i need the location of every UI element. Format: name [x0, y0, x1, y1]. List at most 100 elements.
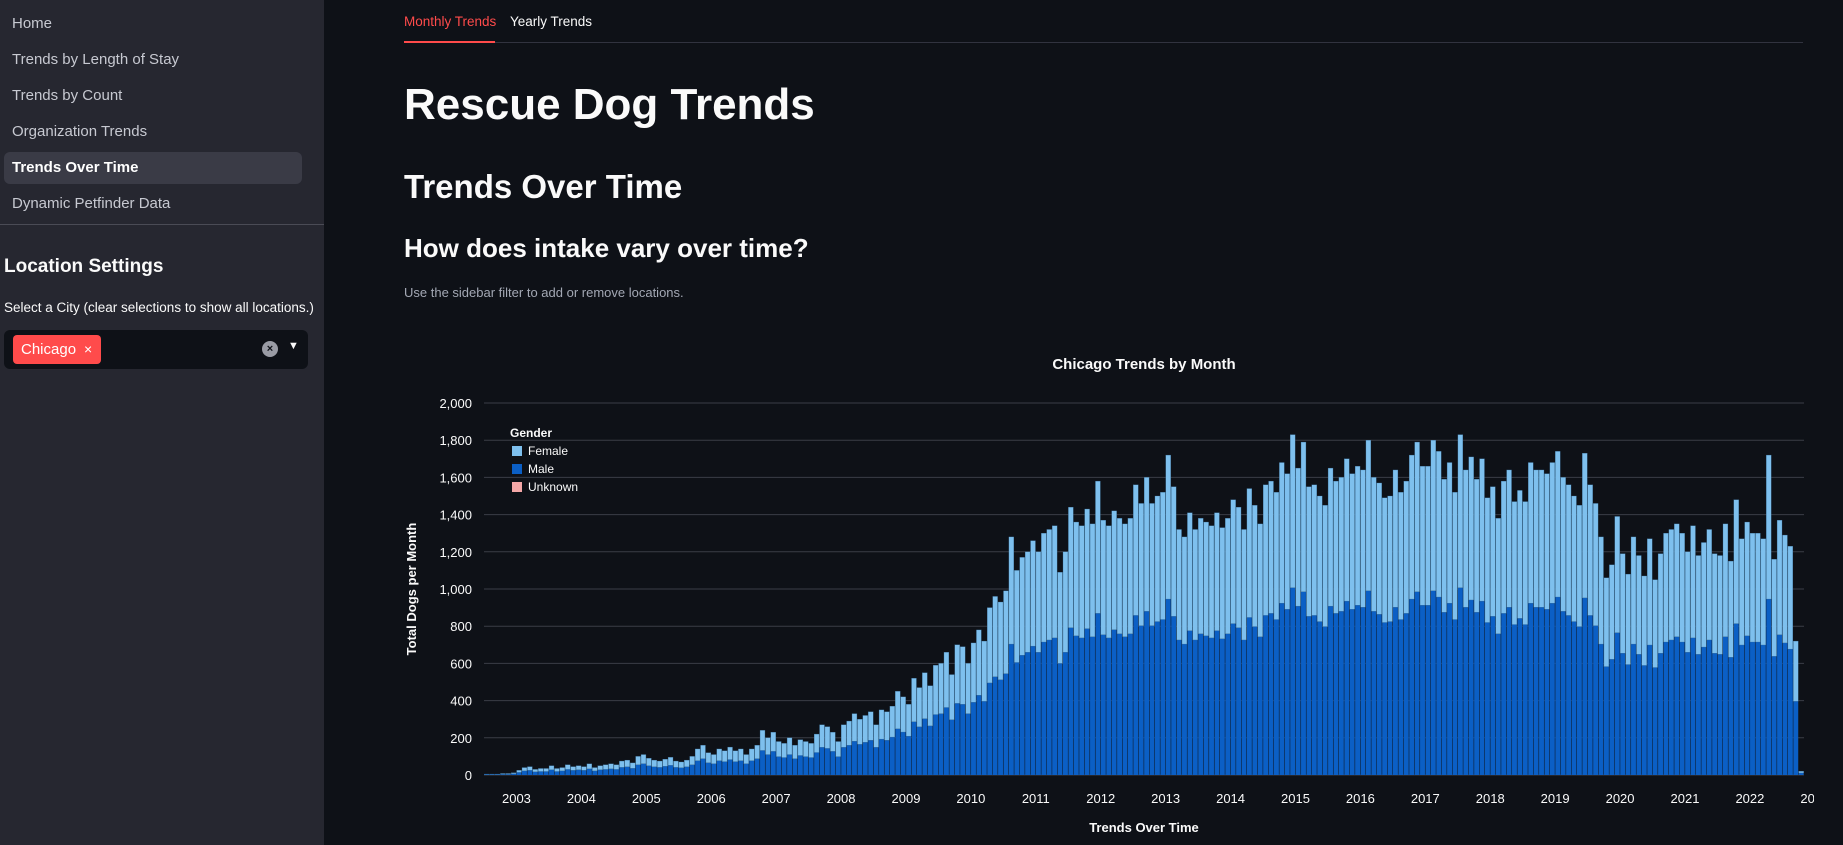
bar-segment-male [516, 772, 522, 775]
bar-segment-female [1593, 503, 1599, 626]
y-tick-label: 2,000 [439, 396, 472, 411]
bar-segment-female [1587, 484, 1593, 616]
bar-segment-male [716, 760, 722, 775]
bar-segment-male [1457, 587, 1463, 775]
bar-segment-male [668, 765, 673, 775]
bar-segment-male [1652, 667, 1658, 775]
bar-segment-female [1695, 555, 1702, 655]
bar-segment-male [522, 770, 527, 775]
bar-segment-female [1089, 523, 1096, 637]
bar-segment-female [1382, 497, 1388, 623]
bar-segment-female [1003, 590, 1009, 674]
bar-segment-female [1344, 458, 1350, 602]
bar-segment-male [1317, 621, 1323, 775]
nav-item-trends-by-count[interactable]: Trends by Count [12, 87, 123, 104]
bar-segment-female [1538, 469, 1545, 608]
bar-segment-male [1322, 626, 1328, 775]
bar-segment-female [868, 711, 874, 741]
bar-segment-female [1749, 533, 1756, 643]
bar-segment-male [494, 774, 500, 775]
city-chip-label: Chicago [21, 341, 77, 358]
bar-segment-male [1160, 619, 1166, 775]
bar-segment-female [1598, 536, 1604, 645]
city-chip: Chicago × [13, 335, 102, 364]
bar-segment-male [651, 766, 657, 775]
bar-segment-male [1555, 596, 1561, 775]
chart-title: Chicago Trends by Month [1052, 356, 1235, 373]
bar-segment-male [1506, 607, 1512, 775]
bar-segment-female [1187, 512, 1193, 631]
bar-segment-male [1658, 653, 1663, 775]
x-tick-label: 2003 [502, 791, 531, 806]
bar-segment-male [1236, 627, 1242, 775]
bar-segment-male [1587, 615, 1593, 775]
bar-segment-female [770, 732, 776, 752]
bar-segment-male [1479, 601, 1485, 775]
bar-segment-male [1176, 639, 1182, 775]
bar-segment-female [1111, 510, 1117, 630]
bar-segment-male [592, 770, 598, 775]
bar-segment-male [581, 770, 587, 775]
nav-item-home[interactable]: Home [12, 15, 53, 32]
bar-segment-male [1717, 654, 1723, 775]
bar-segment-male [1063, 652, 1068, 775]
nav-item-organization-trends[interactable]: Organization Trends [12, 123, 148, 140]
bar-segment-male [1003, 673, 1009, 775]
bar-segment-male [1723, 636, 1728, 775]
bar-segment-male [1782, 642, 1788, 775]
bar-segment-male [1447, 603, 1453, 775]
nav-item-trends-over-time[interactable]: Trends Over Time [4, 152, 302, 184]
bar-segment-female [1776, 520, 1783, 635]
bar-segment-female [1122, 523, 1128, 637]
bar-segment-female [792, 745, 798, 759]
bar-segment-female [689, 756, 695, 765]
bar-segment-male [1452, 619, 1458, 775]
bar-segment-female [776, 741, 782, 757]
bar-segment-female [1317, 495, 1323, 622]
bar-segment-male [1750, 642, 1755, 775]
bar-segment-male [1246, 617, 1252, 775]
bar-segment-female [954, 644, 960, 704]
bar-segment-female [938, 663, 944, 714]
bar-segment-female [1609, 564, 1615, 660]
nav-item-length-of-stay[interactable]: Trends by Length of Stay [12, 51, 180, 68]
bar-segment-male [943, 707, 949, 775]
x-tick-label: 2021 [1671, 791, 1700, 806]
bar-segment-male [532, 771, 538, 775]
tab-yearly-trends[interactable]: Yearly Trends [510, 14, 593, 29]
bar-segment-male [1576, 626, 1582, 775]
bar-segment-male [1355, 605, 1361, 775]
bar-segment-female [1603, 577, 1610, 667]
x-tick-label: 2018 [1476, 791, 1505, 806]
legend-entry: Male [528, 462, 554, 476]
bar-segment-male [727, 759, 733, 775]
bar-segment-female [960, 646, 966, 705]
chevron-down-icon[interactable]: ▼ [288, 340, 299, 352]
bar-segment-male [1571, 621, 1577, 775]
nav-item-dynamic-petfinder[interactable]: Dynamic Petfinder Data [12, 195, 171, 212]
bar-segment-male [1414, 591, 1420, 775]
bar-segment-female [1046, 529, 1052, 641]
bar-segment-male [738, 760, 744, 775]
bar-segment-male [1273, 619, 1279, 775]
bar-segment-male [1560, 611, 1566, 775]
city-multiselect[interactable]: Chicago × × ▼ [4, 330, 308, 369]
bar-segment-female [1614, 516, 1620, 633]
clear-selection-icon[interactable]: × [262, 341, 278, 357]
x-tick-label: 2014 [1216, 791, 1245, 806]
chip-remove-icon[interactable]: × [84, 341, 93, 357]
bar-segment-male [846, 745, 852, 775]
bar-segment-female [1290, 434, 1296, 588]
tab-monthly-trends[interactable]: Monthly Trends [404, 14, 497, 29]
legend-swatch [512, 482, 522, 492]
bar-segment-male [1365, 590, 1371, 775]
bar-segment-female [1327, 467, 1334, 607]
bar-segment-female [905, 704, 912, 737]
bar-segment-male [695, 760, 701, 775]
bar-segment-female [646, 758, 652, 766]
bar-segment-male [862, 742, 868, 775]
monthly-trends-chart[interactable]: Chicago Trends by Month 0 200 400 600 800 1,00… [404, 345, 1829, 845]
bar-segment-female [716, 748, 722, 761]
bar-segment-male [1311, 615, 1317, 775]
bar-segment-female [554, 768, 560, 772]
